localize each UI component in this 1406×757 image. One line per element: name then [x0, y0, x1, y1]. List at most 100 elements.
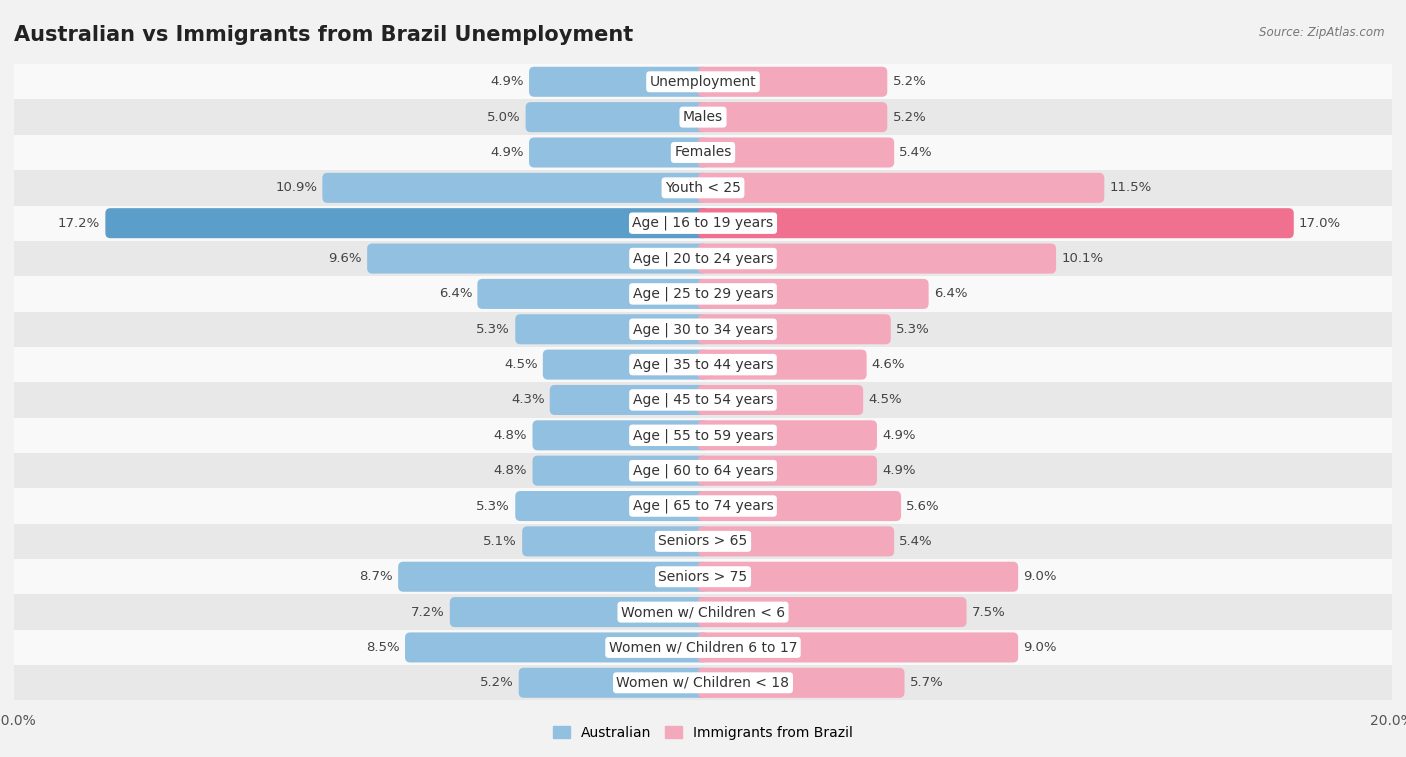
FancyBboxPatch shape — [450, 597, 709, 627]
FancyBboxPatch shape — [697, 208, 1294, 238]
Text: 5.4%: 5.4% — [900, 535, 934, 548]
Text: 5.0%: 5.0% — [486, 111, 520, 123]
Text: Women w/ Children 6 to 17: Women w/ Children 6 to 17 — [609, 640, 797, 655]
Text: Women w/ Children < 6: Women w/ Children < 6 — [621, 605, 785, 619]
FancyBboxPatch shape — [14, 559, 1392, 594]
Text: 6.4%: 6.4% — [439, 288, 472, 301]
Text: 17.2%: 17.2% — [58, 217, 100, 229]
FancyBboxPatch shape — [14, 453, 1392, 488]
Text: 4.9%: 4.9% — [882, 428, 915, 442]
Text: 5.2%: 5.2% — [893, 111, 927, 123]
Text: Seniors > 75: Seniors > 75 — [658, 570, 748, 584]
FancyBboxPatch shape — [515, 314, 709, 344]
Text: Age | 25 to 29 years: Age | 25 to 29 years — [633, 287, 773, 301]
FancyBboxPatch shape — [697, 102, 887, 132]
FancyBboxPatch shape — [14, 276, 1392, 312]
FancyBboxPatch shape — [697, 350, 866, 379]
Text: 5.4%: 5.4% — [900, 146, 934, 159]
Text: 4.9%: 4.9% — [491, 75, 524, 89]
FancyBboxPatch shape — [14, 170, 1392, 205]
FancyBboxPatch shape — [14, 382, 1392, 418]
FancyBboxPatch shape — [515, 491, 709, 521]
FancyBboxPatch shape — [398, 562, 709, 592]
FancyBboxPatch shape — [14, 594, 1392, 630]
FancyBboxPatch shape — [14, 418, 1392, 453]
Text: 7.5%: 7.5% — [972, 606, 1005, 618]
Text: Age | 65 to 74 years: Age | 65 to 74 years — [633, 499, 773, 513]
FancyBboxPatch shape — [697, 420, 877, 450]
Text: 5.1%: 5.1% — [484, 535, 517, 548]
FancyBboxPatch shape — [697, 67, 887, 97]
Text: 8.5%: 8.5% — [366, 641, 399, 654]
Text: 7.2%: 7.2% — [411, 606, 444, 618]
FancyBboxPatch shape — [533, 420, 709, 450]
Legend: Australian, Immigrants from Brazil: Australian, Immigrants from Brazil — [547, 720, 859, 746]
FancyBboxPatch shape — [14, 241, 1392, 276]
Text: Unemployment: Unemployment — [650, 75, 756, 89]
Text: 4.8%: 4.8% — [494, 464, 527, 477]
Text: 6.4%: 6.4% — [934, 288, 967, 301]
Text: 4.6%: 4.6% — [872, 358, 905, 371]
FancyBboxPatch shape — [367, 244, 709, 273]
Text: 4.8%: 4.8% — [494, 428, 527, 442]
FancyBboxPatch shape — [14, 347, 1392, 382]
Text: 5.2%: 5.2% — [479, 676, 513, 690]
FancyBboxPatch shape — [14, 665, 1392, 700]
FancyBboxPatch shape — [522, 526, 709, 556]
FancyBboxPatch shape — [519, 668, 709, 698]
Text: 5.3%: 5.3% — [477, 500, 510, 512]
Text: Women w/ Children < 18: Women w/ Children < 18 — [616, 676, 790, 690]
Text: 10.1%: 10.1% — [1062, 252, 1104, 265]
Text: 4.5%: 4.5% — [503, 358, 537, 371]
FancyBboxPatch shape — [14, 135, 1392, 170]
Text: 9.0%: 9.0% — [1024, 570, 1057, 583]
Text: 17.0%: 17.0% — [1299, 217, 1341, 229]
FancyBboxPatch shape — [697, 632, 1018, 662]
FancyBboxPatch shape — [105, 208, 709, 238]
Text: 4.5%: 4.5% — [869, 394, 903, 407]
Text: 11.5%: 11.5% — [1109, 182, 1152, 195]
FancyBboxPatch shape — [14, 488, 1392, 524]
Text: 8.7%: 8.7% — [360, 570, 392, 583]
Text: Youth < 25: Youth < 25 — [665, 181, 741, 195]
Text: Age | 45 to 54 years: Age | 45 to 54 years — [633, 393, 773, 407]
FancyBboxPatch shape — [526, 102, 709, 132]
FancyBboxPatch shape — [697, 668, 904, 698]
FancyBboxPatch shape — [697, 597, 966, 627]
FancyBboxPatch shape — [405, 632, 709, 662]
FancyBboxPatch shape — [697, 385, 863, 415]
Text: Seniors > 65: Seniors > 65 — [658, 534, 748, 548]
FancyBboxPatch shape — [14, 205, 1392, 241]
Text: 4.3%: 4.3% — [510, 394, 544, 407]
FancyBboxPatch shape — [697, 279, 928, 309]
FancyBboxPatch shape — [14, 99, 1392, 135]
Text: Age | 16 to 19 years: Age | 16 to 19 years — [633, 216, 773, 230]
FancyBboxPatch shape — [14, 64, 1392, 99]
Text: Males: Males — [683, 110, 723, 124]
FancyBboxPatch shape — [697, 173, 1104, 203]
Text: 4.9%: 4.9% — [882, 464, 915, 477]
Text: 10.9%: 10.9% — [276, 182, 318, 195]
FancyBboxPatch shape — [478, 279, 709, 309]
Text: 5.2%: 5.2% — [893, 75, 927, 89]
FancyBboxPatch shape — [697, 526, 894, 556]
FancyBboxPatch shape — [533, 456, 709, 486]
Text: Age | 60 to 64 years: Age | 60 to 64 years — [633, 463, 773, 478]
FancyBboxPatch shape — [697, 491, 901, 521]
Text: Age | 55 to 59 years: Age | 55 to 59 years — [633, 428, 773, 443]
FancyBboxPatch shape — [529, 138, 709, 167]
FancyBboxPatch shape — [529, 67, 709, 97]
Text: Age | 35 to 44 years: Age | 35 to 44 years — [633, 357, 773, 372]
FancyBboxPatch shape — [14, 630, 1392, 665]
Text: Females: Females — [675, 145, 731, 160]
Text: 9.6%: 9.6% — [329, 252, 361, 265]
FancyBboxPatch shape — [14, 312, 1392, 347]
FancyBboxPatch shape — [550, 385, 709, 415]
Text: 5.7%: 5.7% — [910, 676, 943, 690]
FancyBboxPatch shape — [697, 314, 891, 344]
Text: 4.9%: 4.9% — [491, 146, 524, 159]
Text: Source: ZipAtlas.com: Source: ZipAtlas.com — [1260, 26, 1385, 39]
Text: 5.3%: 5.3% — [477, 322, 510, 336]
Text: 5.6%: 5.6% — [907, 500, 939, 512]
FancyBboxPatch shape — [322, 173, 709, 203]
